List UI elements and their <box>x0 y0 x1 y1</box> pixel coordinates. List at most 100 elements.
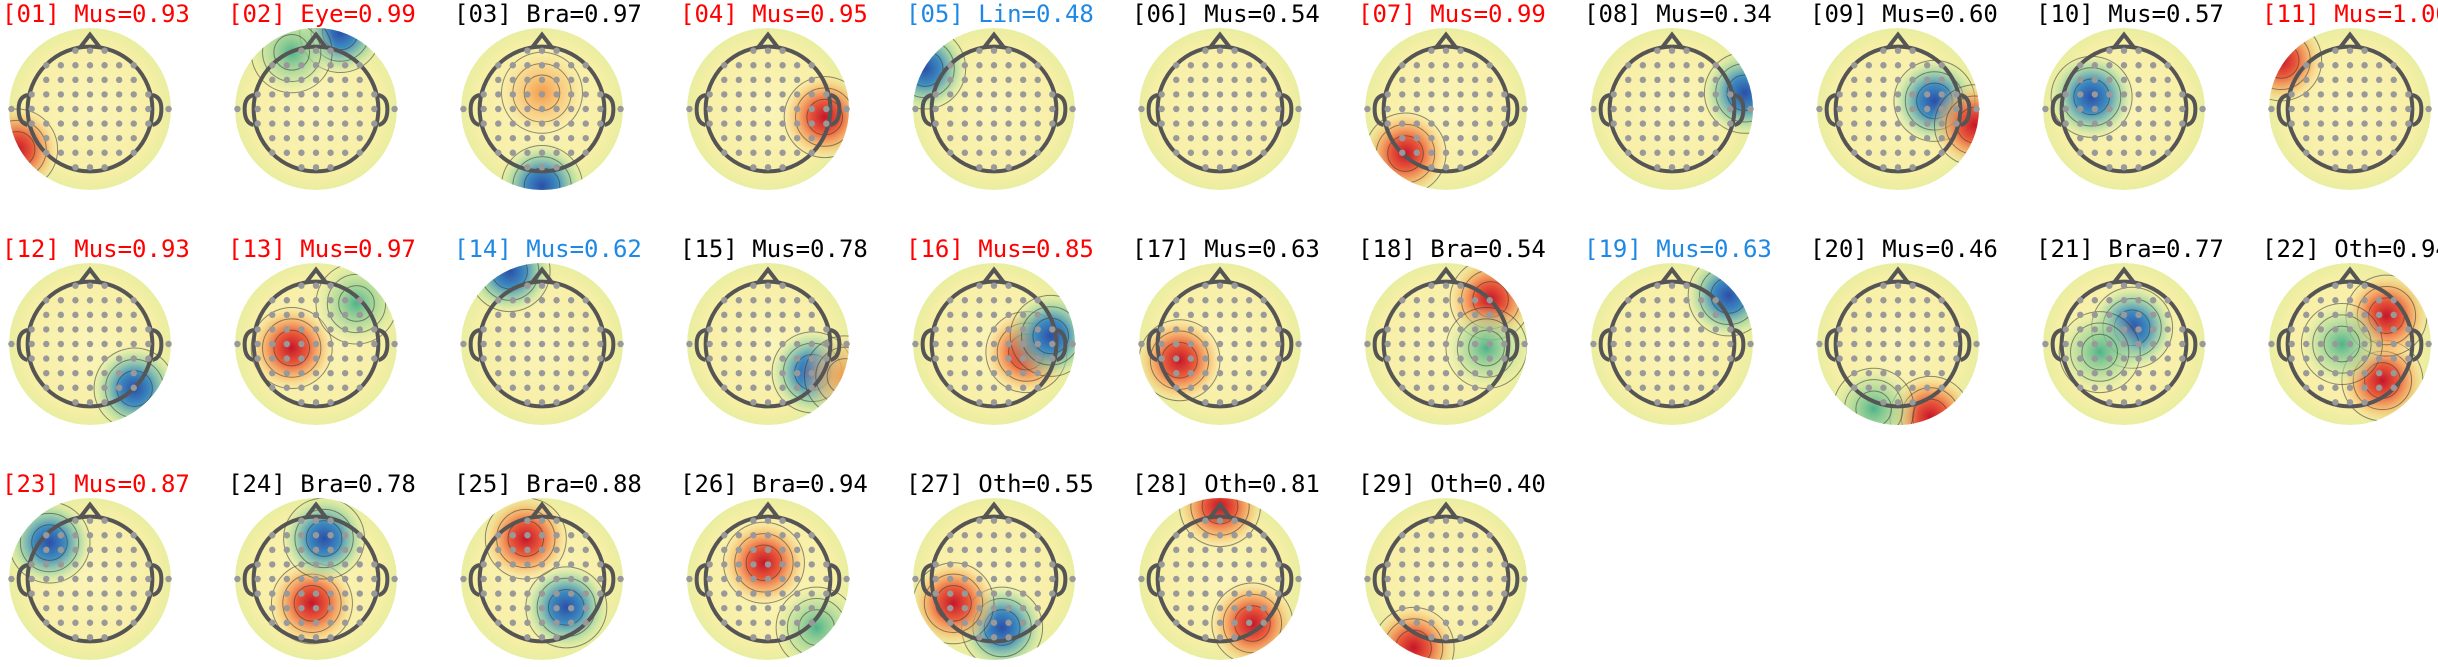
electrode <box>990 604 998 612</box>
electrode <box>2332 297 2339 304</box>
electrode <box>582 355 589 362</box>
electrode <box>1712 326 1719 333</box>
electrode <box>2091 340 2099 348</box>
electrode <box>1260 369 1267 377</box>
electrode <box>269 561 276 568</box>
electrode <box>115 120 123 127</box>
electrode <box>1216 384 1224 391</box>
electrode <box>480 355 487 362</box>
electrode <box>750 355 757 362</box>
electrode <box>1216 532 1224 539</box>
electrode <box>1413 369 1421 377</box>
electrode <box>269 105 276 113</box>
electrode <box>1245 134 1253 142</box>
ear-left <box>920 93 933 127</box>
topomap: [10] Mus=0.57 <box>2036 0 2224 190</box>
ear-right <box>1055 563 1068 597</box>
electrode <box>115 149 123 156</box>
electrode <box>115 134 123 142</box>
electrode <box>115 561 123 568</box>
electrode <box>1865 311 1873 319</box>
electrode <box>1865 91 1873 98</box>
head-outline <box>1833 279 1963 409</box>
electrode <box>2135 369 2142 377</box>
electrode <box>341 105 349 113</box>
ear-right <box>1733 93 1746 127</box>
electrode <box>961 134 969 142</box>
electrode <box>1938 355 1945 362</box>
electrode <box>1501 561 1508 568</box>
electrode <box>1399 105 1406 113</box>
electrode <box>1471 369 1479 377</box>
contour <box>294 508 354 569</box>
electrode <box>1639 62 1647 69</box>
electrode <box>312 105 320 113</box>
electrode <box>1471 355 1479 362</box>
electrode <box>86 619 94 626</box>
electrode <box>2332 134 2339 142</box>
electrode <box>2332 47 2339 54</box>
electrode <box>1923 340 1931 348</box>
electrode <box>1034 62 1041 69</box>
electrode <box>1457 326 1464 333</box>
electrode <box>2120 282 2128 289</box>
electrode <box>2332 120 2339 127</box>
electrode <box>2425 105 2432 113</box>
electrode <box>1413 311 1421 319</box>
electrode <box>312 546 320 554</box>
electrode <box>1158 575 1165 583</box>
electrode <box>779 384 786 391</box>
map-field <box>913 263 1075 425</box>
electrode <box>976 619 983 626</box>
electrode <box>2346 164 2354 171</box>
electrode <box>2317 340 2325 348</box>
electrode <box>298 546 305 554</box>
ear-left <box>920 563 933 597</box>
head-outline <box>477 514 607 644</box>
electrode <box>2361 76 2368 84</box>
contour <box>1468 329 1505 367</box>
electrode <box>2135 311 2142 319</box>
component-label: [02] Eye=0.99 <box>228 0 416 28</box>
electrode <box>2405 105 2412 113</box>
electrode <box>764 149 772 156</box>
electrode <box>750 604 757 612</box>
map-spot <box>913 28 970 114</box>
electrode <box>312 326 320 333</box>
electrode <box>1639 149 1647 156</box>
electrode <box>1019 326 1027 333</box>
electrode <box>2361 326 2368 333</box>
electrode <box>43 369 50 377</box>
electrode <box>1639 91 1647 98</box>
electrode <box>2120 297 2128 304</box>
electrode <box>1851 105 1858 113</box>
electrode <box>1049 575 1056 583</box>
electrode <box>2361 384 2368 391</box>
electrode <box>72 590 79 597</box>
electrode <box>567 134 575 142</box>
electrode <box>823 340 830 348</box>
electrode <box>524 575 531 583</box>
electrode <box>283 297 291 304</box>
electrode <box>269 604 276 612</box>
ear-left <box>2050 328 2063 362</box>
electrode <box>115 326 123 333</box>
electrode <box>298 399 305 406</box>
electrode <box>823 590 830 597</box>
electrode <box>86 340 94 348</box>
electrode <box>2375 297 2383 304</box>
electrode <box>28 355 35 362</box>
electrode <box>1019 340 1027 348</box>
electrode <box>1158 120 1165 127</box>
electrode <box>1486 619 1493 626</box>
electrode <box>524 120 531 127</box>
electrode <box>750 120 757 127</box>
electrode <box>1712 149 1719 156</box>
electrode <box>2106 384 2113 391</box>
electrode <box>115 604 123 612</box>
electrode <box>312 297 320 304</box>
electrode <box>764 311 772 319</box>
electrode <box>1865 297 1873 304</box>
electrode <box>283 575 291 583</box>
electrode <box>130 590 137 597</box>
